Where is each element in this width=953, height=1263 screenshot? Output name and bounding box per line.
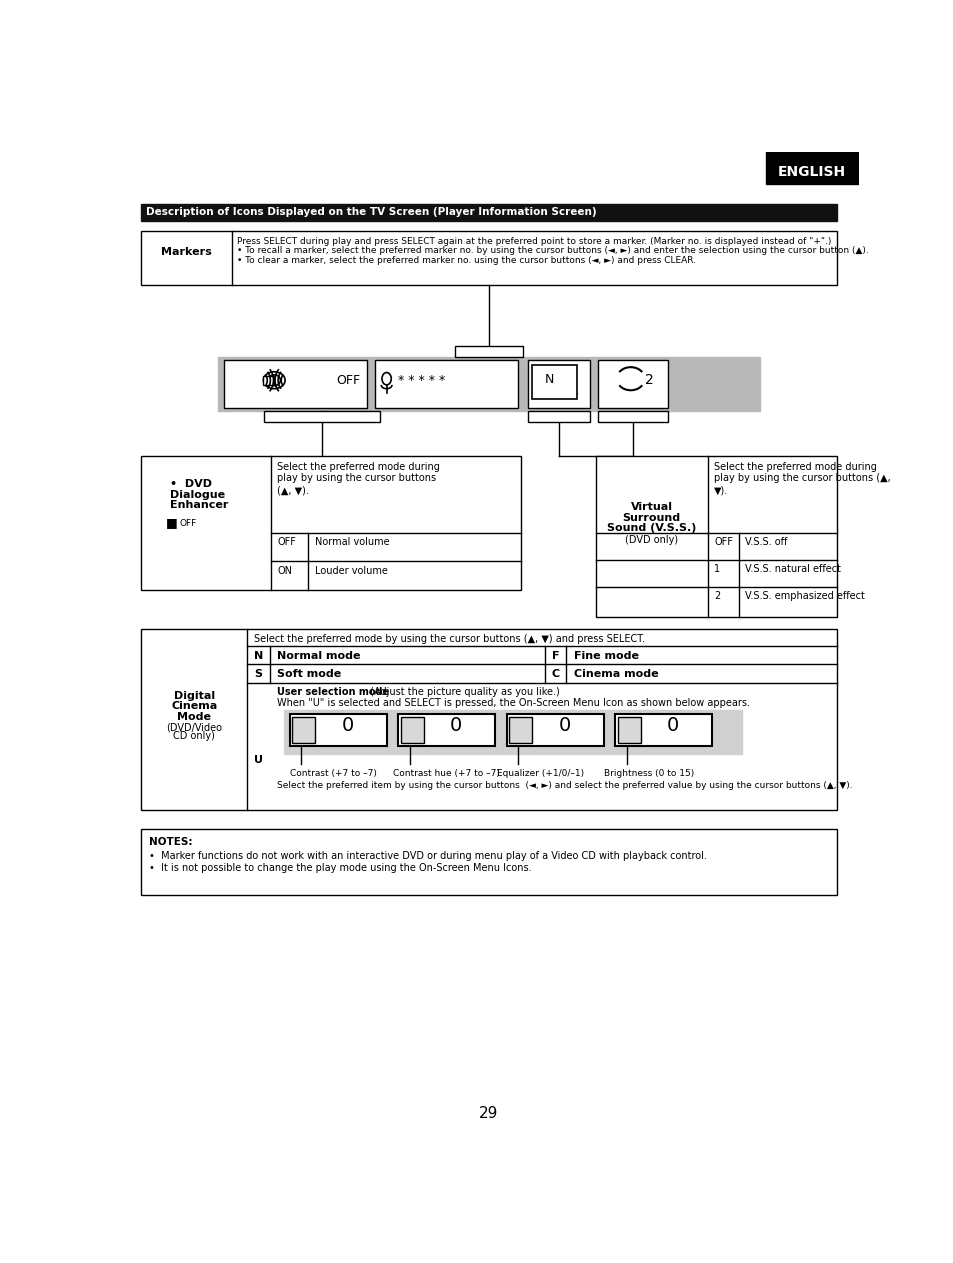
Bar: [615, 714, 711, 746]
Text: Equalizer (+1/0/–1): Equalizer (+1/0/–1): [497, 769, 583, 778]
Bar: [217, 357, 760, 410]
Bar: [596, 456, 836, 618]
Text: (DVD/Video: (DVD/Video: [166, 722, 222, 733]
Bar: [765, 152, 858, 184]
Text: OFF: OFF: [179, 519, 196, 528]
Text: V.S.S. off: V.S.S. off: [744, 537, 787, 547]
Text: Select the preferred item by using the cursor buttons  (◄, ►) and select the pre: Select the preferred item by using the c…: [277, 782, 852, 791]
Text: Select the preferred mode by using the cursor buttons (▲, ▼) and press SELECT.: Select the preferred mode by using the c…: [253, 634, 644, 644]
Text: Markers: Markers: [160, 248, 211, 258]
Text: OFF: OFF: [335, 374, 360, 386]
Bar: [598, 410, 667, 422]
Bar: [141, 830, 836, 894]
Text: U: U: [254, 755, 263, 765]
Text: N: N: [253, 650, 263, 661]
Bar: [532, 365, 577, 399]
Bar: [598, 360, 667, 408]
Text: 0: 0: [450, 716, 462, 735]
Text: Enhancer: Enhancer: [170, 500, 228, 510]
Bar: [400, 716, 423, 743]
Text: 0: 0: [666, 716, 679, 735]
Text: ON: ON: [277, 566, 292, 576]
Bar: [509, 716, 532, 743]
Text: 0: 0: [341, 716, 354, 735]
Text: Normal mode: Normal mode: [277, 650, 360, 661]
Text: N: N: [544, 373, 554, 385]
Text: • To clear a marker, select the preferred marker no. using the cursor buttons (◄: • To clear a marker, select the preferre…: [236, 255, 696, 264]
Text: Select the preferred mode during
play by using the cursor buttons (▲,
▼).: Select the preferred mode during play by…: [714, 462, 890, 495]
Bar: [141, 456, 520, 591]
Text: 29: 29: [478, 1106, 498, 1122]
Text: (DVD only): (DVD only): [624, 536, 678, 546]
Text: (Adjust the picture quality as you like.): (Adjust the picture quality as you like.…: [367, 687, 559, 697]
Text: S: S: [254, 669, 262, 679]
Text: Cinema: Cinema: [172, 701, 217, 711]
Bar: [527, 410, 589, 422]
Bar: [263, 375, 274, 385]
Bar: [290, 714, 386, 746]
Text: ENGLISH: ENGLISH: [778, 164, 845, 178]
Bar: [455, 346, 522, 357]
Bar: [141, 203, 836, 221]
Text: 2: 2: [714, 591, 720, 601]
Text: 2: 2: [644, 373, 653, 386]
Bar: [617, 716, 640, 743]
Bar: [264, 410, 380, 422]
Bar: [397, 714, 495, 746]
Text: •  It is not possible to change the play mode using the On-Screen Menu Icons.: • It is not possible to change the play …: [149, 863, 531, 873]
Bar: [527, 360, 589, 408]
Text: 0: 0: [558, 716, 571, 735]
Text: Surround: Surround: [622, 513, 680, 523]
Text: User selection mode: User selection mode: [277, 687, 389, 697]
Text: Brightness (0 to 15): Brightness (0 to 15): [604, 769, 694, 778]
Bar: [141, 231, 836, 284]
Text: C: C: [551, 669, 559, 679]
Bar: [141, 629, 836, 810]
Bar: [224, 360, 367, 408]
Text: Select the preferred mode during
play by using the cursor buttons
(▲, ▼).: Select the preferred mode during play by…: [277, 462, 439, 495]
Text: Digital: Digital: [173, 691, 214, 701]
Text: Louder volume: Louder volume: [314, 566, 387, 576]
Bar: [292, 716, 315, 743]
Text: CD only): CD only): [173, 731, 215, 741]
Text: F: F: [551, 650, 558, 661]
Text: ■: ■: [166, 515, 177, 529]
Bar: [506, 714, 603, 746]
Text: Contrast (+7 to –7): Contrast (+7 to –7): [290, 769, 376, 778]
Text: NOTES:: NOTES:: [149, 837, 192, 847]
Text: * * * * *: * * * * *: [397, 374, 445, 386]
Text: 1: 1: [714, 565, 720, 575]
Text: Normal volume: Normal volume: [314, 537, 389, 547]
Text: •  DVD: • DVD: [170, 479, 212, 489]
Text: Press SELECT during play and press SELECT again at the preferred point to store : Press SELECT during play and press SELEC…: [236, 237, 831, 246]
Text: Mode: Mode: [177, 712, 212, 722]
Text: Contrast hue (+7 to –7): Contrast hue (+7 to –7): [393, 769, 499, 778]
Text: Sound (V.S.S.): Sound (V.S.S.): [606, 523, 696, 533]
Text: V.S.S. natural effect: V.S.S. natural effect: [744, 565, 841, 575]
Bar: [375, 360, 517, 408]
Text: Virtual: Virtual: [630, 501, 672, 512]
Text: Description of Icons Displayed on the TV Screen (Player Information Screen): Description of Icons Displayed on the TV…: [146, 207, 597, 217]
Bar: [284, 710, 740, 754]
Text: Soft mode: Soft mode: [277, 669, 341, 679]
Text: When "U" is selected and SELECT is pressed, the On-Screen Menu Icon as shown bel: When "U" is selected and SELECT is press…: [277, 698, 750, 709]
Text: V.S.S. emphasized effect: V.S.S. emphasized effect: [744, 591, 864, 601]
Text: Fine mode: Fine mode: [574, 650, 639, 661]
Text: Cinema mode: Cinema mode: [574, 669, 659, 679]
Text: OFF: OFF: [277, 537, 296, 547]
Text: OFF: OFF: [714, 537, 733, 547]
Text: Dialogue: Dialogue: [170, 490, 225, 500]
Text: • To recall a marker, select the preferred marker no. by using the cursor button: • To recall a marker, select the preferr…: [236, 246, 868, 255]
Text: •  Marker functions do not work with an interactive DVD or during menu play of a: • Marker functions do not work with an i…: [149, 851, 706, 860]
